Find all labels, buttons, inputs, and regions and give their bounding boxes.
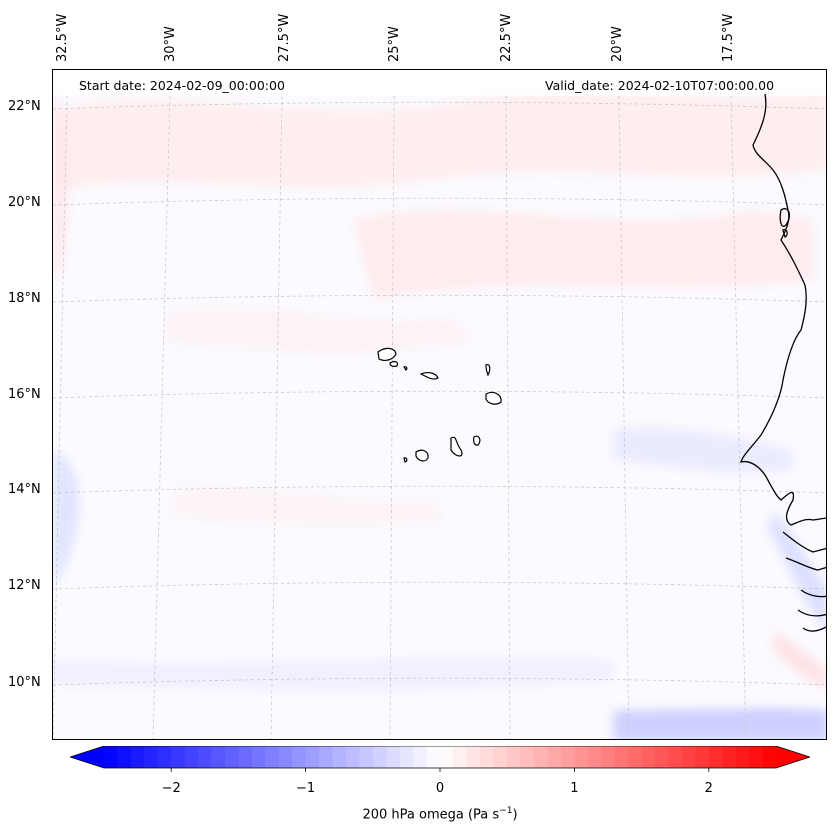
colorbar-segment [708,746,723,768]
colorbar-segment [157,746,172,768]
lon-label: 27.5°W [277,13,292,62]
colorbar-segment [319,746,334,768]
colorbar-segment [426,746,441,768]
colorbar-segment [144,746,159,768]
colorbar-segment [641,746,656,768]
lon-label: 32.5°W [55,13,70,62]
colorbar-segment [587,746,602,768]
colorbar-segment [668,746,683,768]
colorbar-segment [762,746,777,768]
colorbar-segment [655,746,670,768]
colorbar-segment [292,746,307,768]
lat-label: 12°N [8,578,41,593]
colorbar-segment [386,746,401,768]
colorbar-extend-max [776,746,810,768]
colorbar-segment [574,746,589,768]
colorbar-segment [493,746,508,768]
colorbar-segment [614,746,629,768]
map-panel [52,69,827,740]
colorbar-segment [413,746,428,768]
colorbar-segment [453,746,468,768]
colorbar-segment [722,746,737,768]
colorbar-segment [628,746,643,768]
colorbar-segment [332,746,347,768]
colorbar-segment [265,746,280,768]
colorbar-tick-label: 2 [704,781,713,796]
omega-field-map [53,70,826,739]
colorbar-outline [70,746,810,769]
graticule [53,95,826,739]
colorbar-segment [735,746,750,768]
cape-verde-islands [377,347,502,463]
colorbar-segment [372,746,387,768]
colorbar-segment [251,746,266,768]
colorbar-segment [560,746,575,768]
colorbar-segment [198,746,213,768]
colorbar-segment [681,746,696,768]
colorbar-segment [278,746,293,768]
lat-label: 22°N [8,99,41,114]
lat-label: 18°N [8,291,41,306]
colorbar-segment [104,746,119,768]
colorbar-segment [211,746,226,768]
colorbar-segment [117,746,132,768]
colorbar-segment [399,746,414,768]
colorbar-segment [507,746,522,768]
colorbar-segment [466,746,481,768]
colorbar-segment [520,746,535,768]
colorbar-segment [440,746,455,768]
lon-label: 25°W [387,26,402,62]
valid-date-label: Valid_date: 2024-02-10T07:00:00.00 [545,78,775,93]
colorbar-segment [547,746,562,768]
start-date-label: Start date: 2024-02-09_00:00:00 [79,78,285,93]
colorbar-segment [238,746,253,768]
colorbar-tick-label: −2 [161,781,181,796]
lon-label: 30°W [163,26,178,62]
colorbar-tick-label: 1 [570,781,579,796]
colorbar-tick-label: −1 [296,781,316,796]
lat-label: 20°N [8,195,41,210]
colorbar-segment [601,746,616,768]
colorbar-segment [130,746,145,768]
omega-shading [53,70,826,739]
colorbar-tick-label: 0 [435,781,445,796]
colorbar-segment [224,746,239,768]
colorbar [70,746,810,772]
colorbar-segment [184,746,199,768]
colorbar-segment [695,746,710,768]
colorbar-title: 200 hPa omega (Pa s−1) [362,806,518,823]
lat-label: 10°N [8,675,41,690]
lon-label: 20°W [610,26,625,62]
lon-label: 22.5°W [499,13,514,62]
africa-coast [740,93,826,526]
coastline [740,93,826,632]
colorbar-segment [171,746,186,768]
colorbar-segment [305,746,320,768]
colorbar-segment [749,746,764,768]
colorbar-segment [480,746,495,768]
colorbar-segment [345,746,360,768]
lat-label: 16°N [8,387,41,402]
colorbar-segment [359,746,374,768]
lat-label: 14°N [8,482,41,497]
colorbar-segment [534,746,549,768]
lon-label: 17.5°W [721,13,736,62]
colorbar-extend-min [70,746,104,768]
